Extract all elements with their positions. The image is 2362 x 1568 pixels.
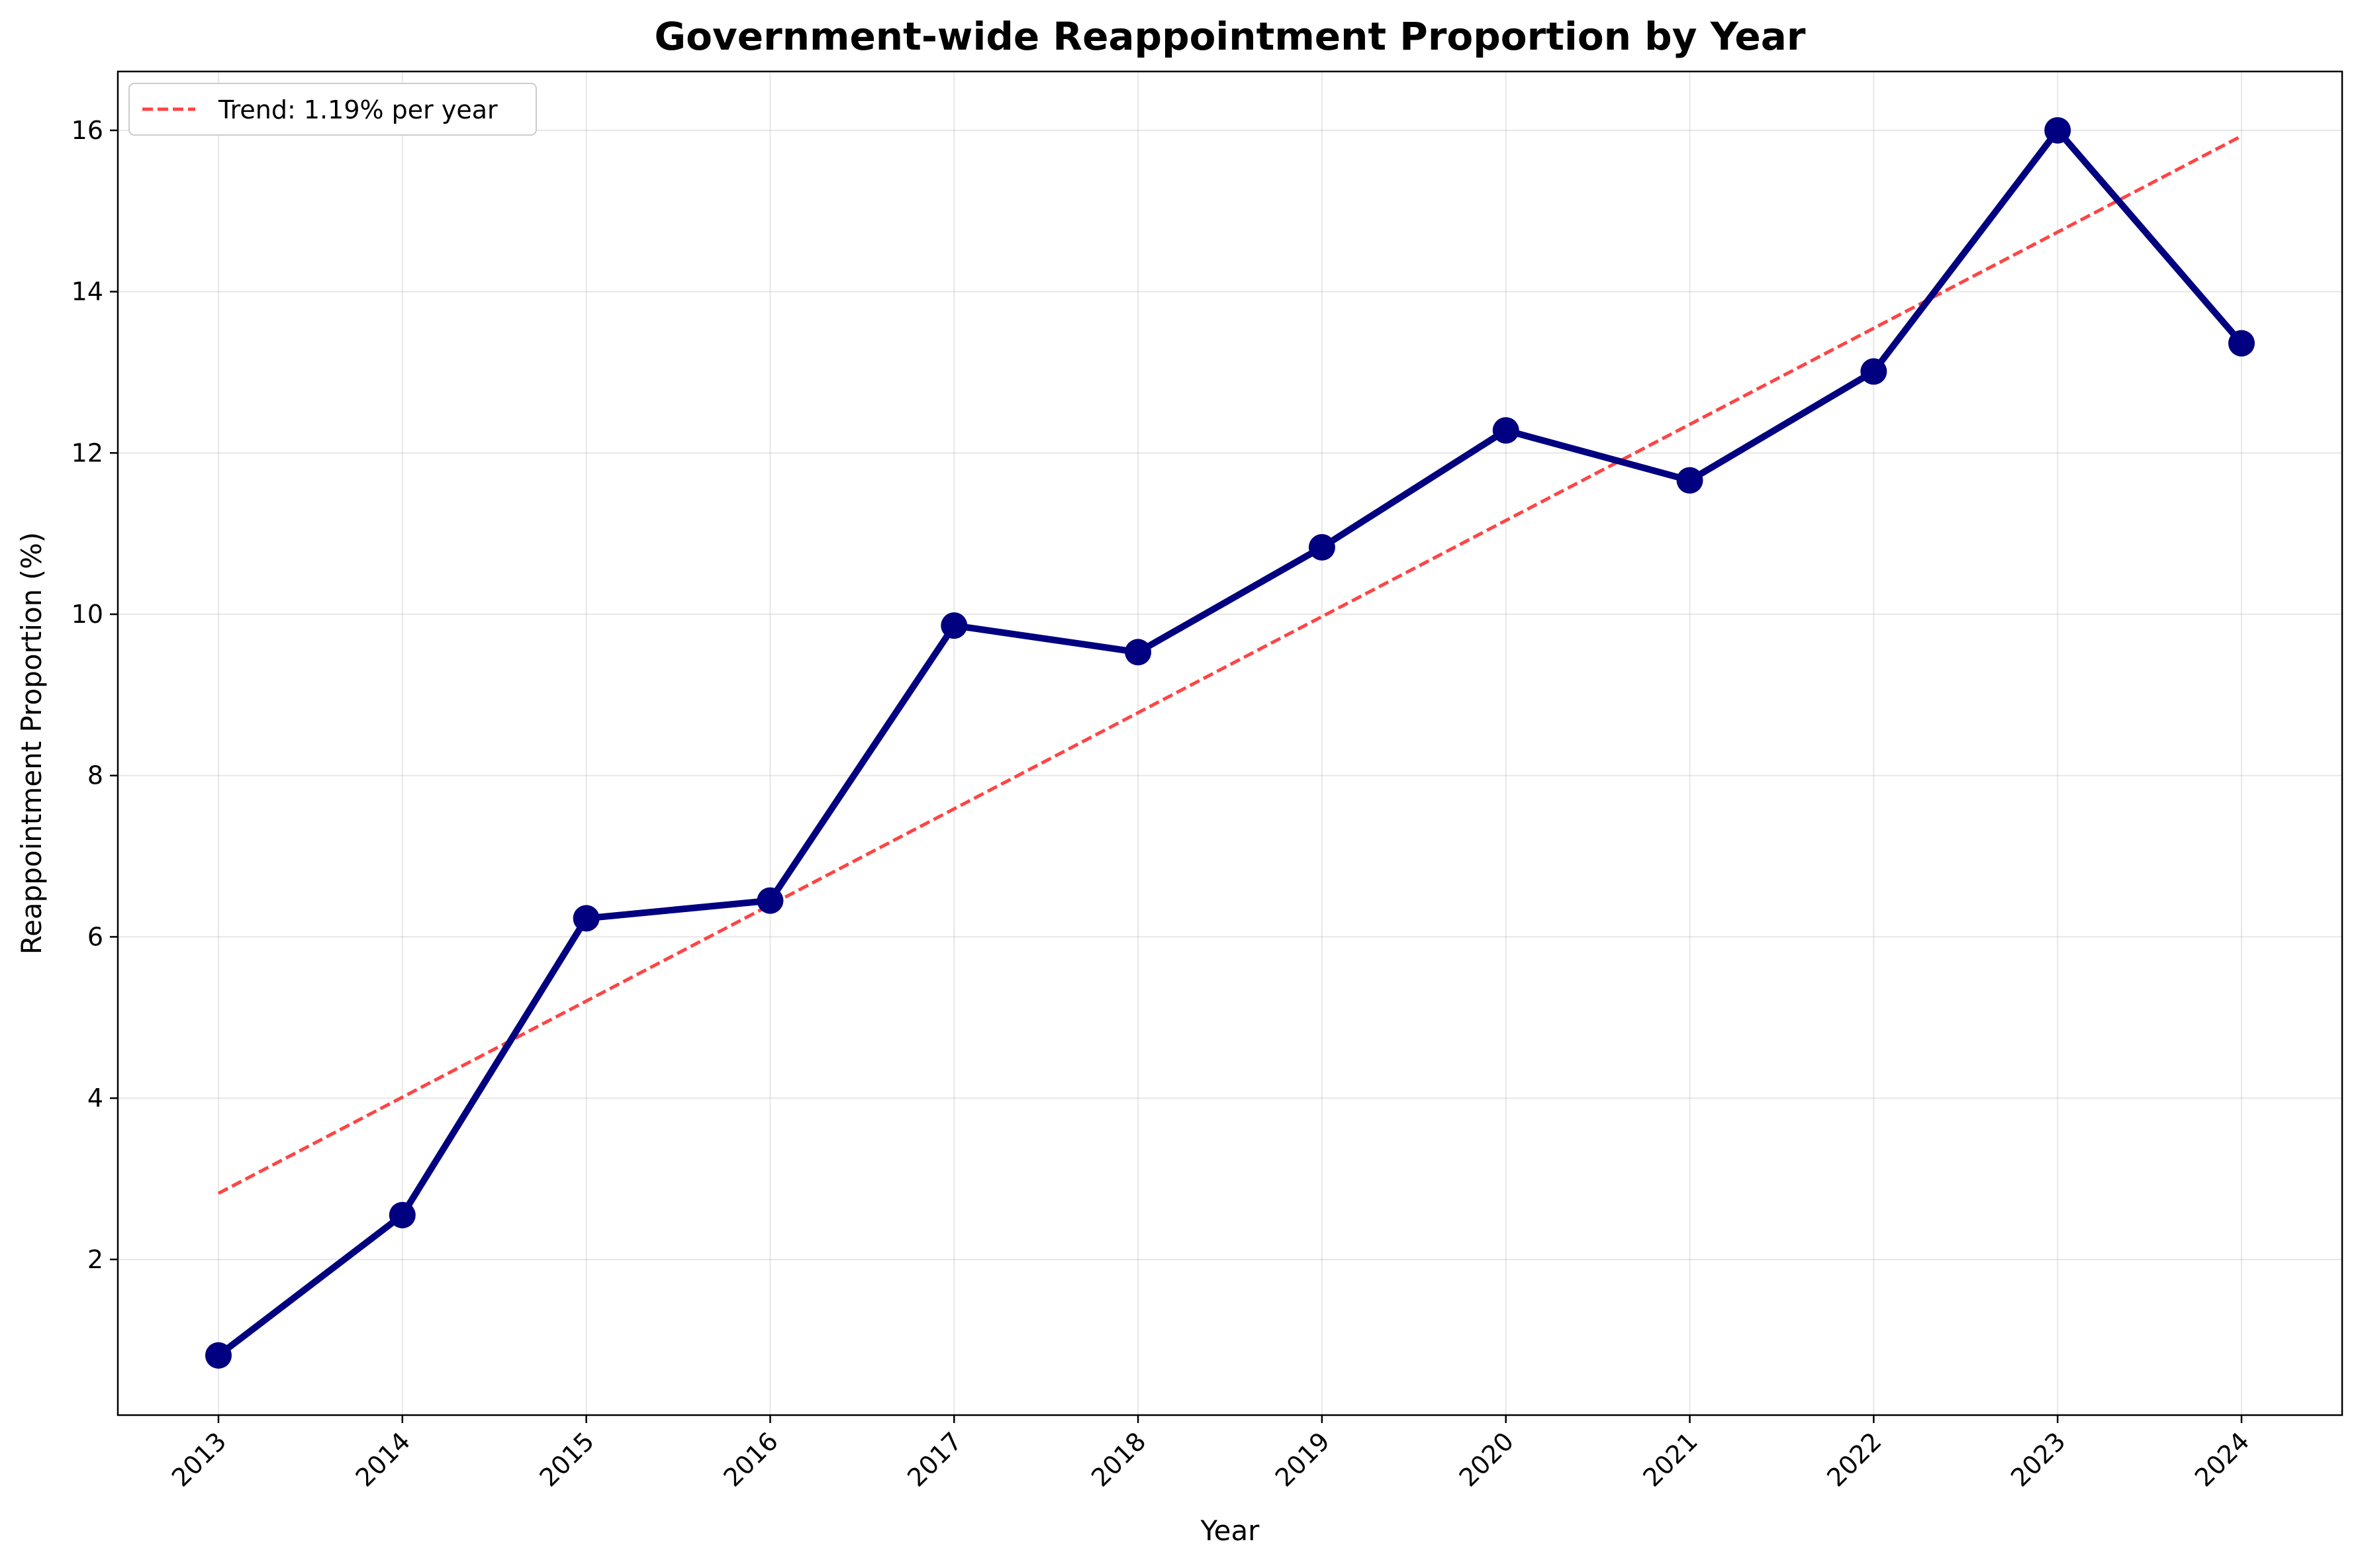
data-point xyxy=(2228,330,2255,357)
data-point xyxy=(1125,639,1152,666)
y-tick-label: 12 xyxy=(71,438,103,467)
x-axis-label: Year xyxy=(1200,1514,1260,1547)
y-tick-label: 16 xyxy=(71,116,103,145)
legend-trend-label: Trend: 1.19% per year xyxy=(218,95,498,124)
y-tick-label: 8 xyxy=(87,761,103,790)
y-tick-label: 4 xyxy=(87,1084,103,1113)
y-axis: 2 4 6 8 10 12 14 16 xyxy=(71,116,118,1274)
series-line xyxy=(215,126,2245,1359)
data-point xyxy=(757,887,784,914)
y-tick-label: 10 xyxy=(71,600,103,629)
data-point xyxy=(941,612,968,639)
legend-box xyxy=(128,83,537,136)
data-point xyxy=(389,1201,416,1228)
data-point xyxy=(1676,467,1703,494)
plot-frame xyxy=(117,70,2343,1416)
grid xyxy=(118,71,2342,1415)
legend: Trend: 1.19% per year xyxy=(128,83,537,136)
data-point xyxy=(1308,533,1335,561)
y-tick-label: 6 xyxy=(87,922,103,951)
y-tick-label: 2 xyxy=(87,1245,103,1274)
series-group xyxy=(205,116,2255,1369)
data-point xyxy=(1492,417,1519,444)
data-point xyxy=(1860,358,1887,385)
y-tick-label: 14 xyxy=(71,277,103,306)
data-point xyxy=(2044,116,2071,144)
data-point xyxy=(205,1342,232,1369)
y-axis-label: Reappointment Proportion (%) xyxy=(15,532,48,955)
data-point xyxy=(573,905,600,932)
chart-title: Government-wide Reappointment Proportion… xyxy=(655,14,1806,59)
